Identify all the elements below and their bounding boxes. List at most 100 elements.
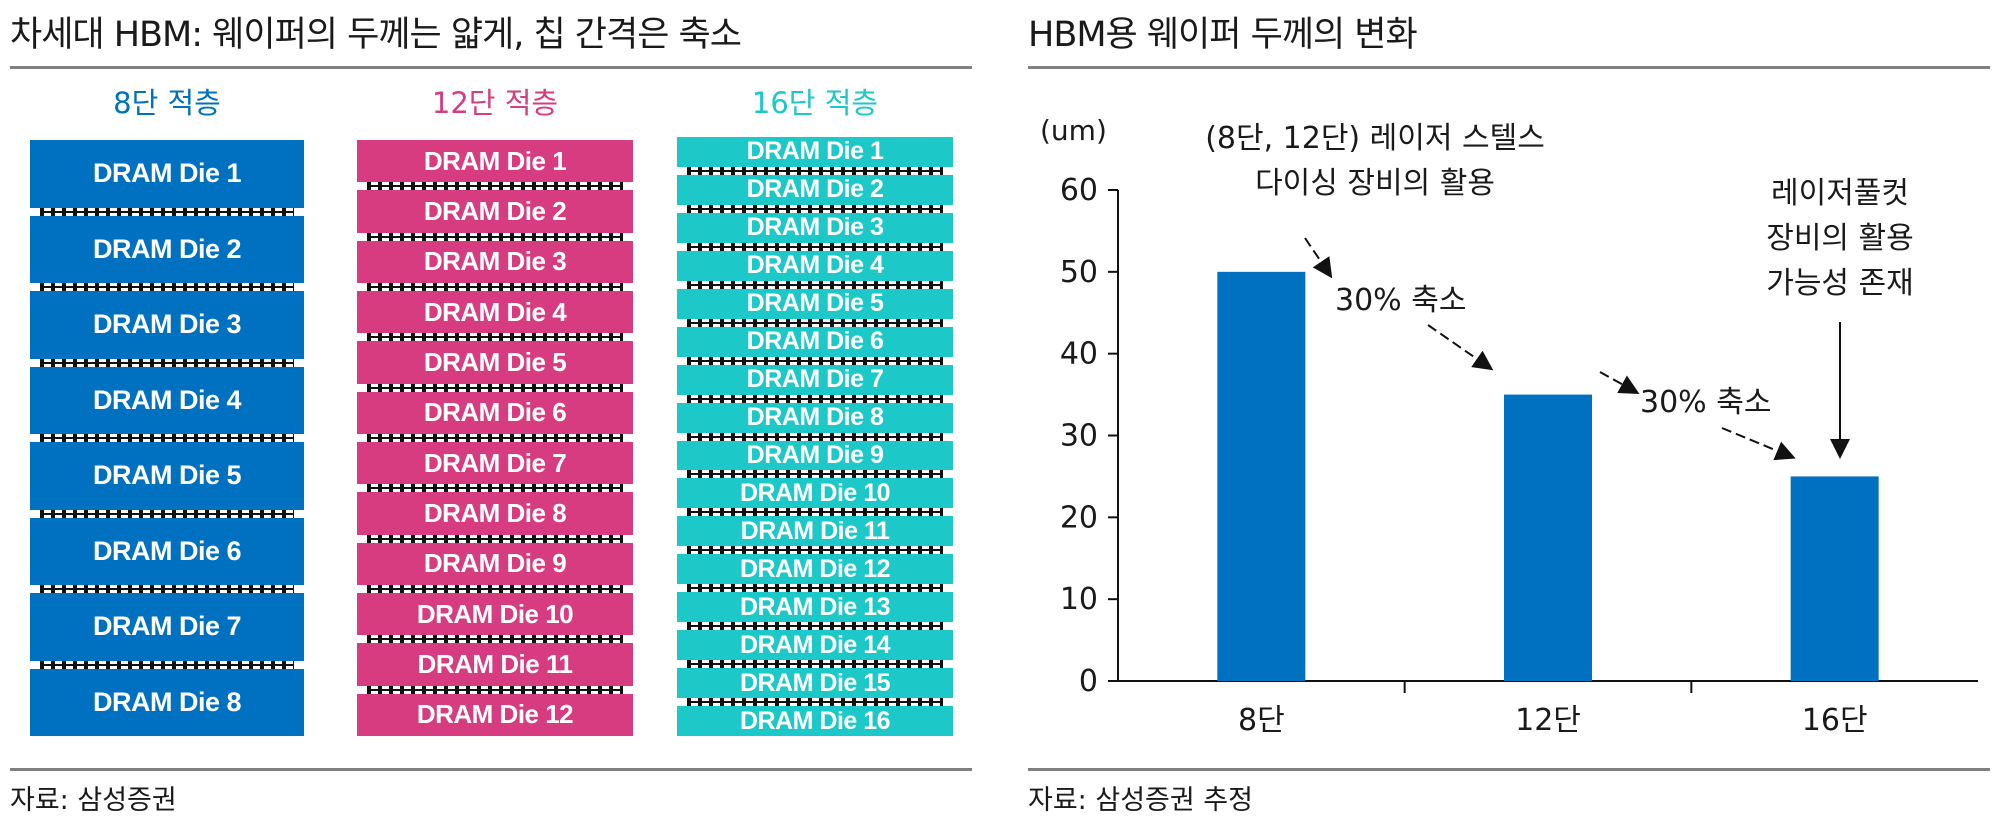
dram-die: DRAM Die 6 [357, 391, 633, 434]
microbump-interconnect [367, 434, 623, 442]
annotation-laser-stealth: (8단, 12단) 레이저 스텔스 [1205, 121, 1545, 156]
dram-die: DRAM Die 9 [357, 542, 633, 585]
microbump-interconnect [687, 242, 943, 251]
dram-die: DRAM Die 7 [677, 364, 953, 395]
dram-die: DRAM Die 1 [30, 140, 304, 208]
y-tick-label: 20 [1060, 500, 1098, 535]
arrow-connector [1599, 371, 1640, 394]
microbump-interconnect [40, 660, 294, 669]
y-tick-label: 50 [1060, 255, 1098, 290]
stack-label: 12단 적층 [431, 86, 559, 120]
annotation-laser-fullcut: 레이저풀컷 [1771, 176, 1909, 211]
dram-die: DRAM Die 12 [357, 693, 633, 736]
microbump-interconnect [687, 280, 943, 289]
microbump-interconnect [687, 546, 943, 555]
left-source-note: 자료: 삼성증권 [10, 785, 177, 816]
right-source-rule [1028, 768, 1990, 771]
microbump-interconnect [367, 182, 623, 191]
microbump-interconnect [367, 283, 623, 291]
microbump-interconnect [40, 358, 294, 367]
dram-die: DRAM Die 5 [30, 442, 304, 510]
microbump-interconnect [687, 622, 943, 631]
dram-die: DRAM Die 6 [30, 517, 304, 585]
x-tick-label: 12단 [1515, 703, 1581, 738]
microbump-interconnect [367, 333, 623, 342]
x-tick-label: 16단 [1802, 703, 1868, 738]
dram-die: DRAM Die 16 [677, 706, 953, 736]
y-tick-label: 0 [1079, 664, 1098, 699]
y-axis-unit-label: (um) [1040, 114, 1107, 147]
microbump-interconnect [40, 509, 294, 518]
reduction-arrow [1427, 324, 1494, 371]
microbump-interconnect [367, 685, 623, 694]
annotation-laser-fullcut: 가능성 존재 [1766, 266, 1914, 301]
dram-die: DRAM Die 10 [357, 593, 633, 636]
microbump-interconnect [40, 207, 294, 216]
microbump-interconnect [367, 534, 623, 543]
microbump-interconnect [687, 470, 943, 479]
dram-die: DRAM Die 1 [677, 137, 953, 167]
microbump-interconnect [687, 698, 943, 707]
microbump-interconnect [687, 584, 943, 593]
dram-die: DRAM Die 5 [677, 288, 953, 319]
dram-die: DRAM Die 11 [357, 643, 633, 686]
annotation-reduction: 30% 축소 [1640, 385, 1771, 420]
microbump-interconnect [687, 166, 943, 175]
dram-die: DRAM Die 4 [30, 366, 304, 434]
dram-die: DRAM Die 3 [677, 212, 953, 243]
microbump-interconnect [687, 508, 943, 517]
dram-die: DRAM Die 7 [357, 442, 633, 485]
stack-label: 8단 적층 [113, 86, 221, 120]
annotation-reduction: 30% 축소 [1335, 283, 1466, 318]
right-panel-title: HBM용 웨이퍼 두께의 변화 [1028, 15, 1418, 55]
y-tick-label: 40 [1060, 337, 1098, 372]
arrow-connector [1304, 237, 1333, 279]
dram-die: DRAM Die 4 [677, 250, 953, 281]
microbump-interconnect [687, 204, 943, 213]
y-tick-label: 10 [1060, 582, 1098, 617]
dram-die: DRAM Die 12 [677, 554, 953, 585]
microbump-interconnect [367, 585, 623, 593]
dram-die: DRAM Die 9 [677, 440, 953, 471]
y-tick-label: 30 [1060, 419, 1098, 454]
annotation-laser-stealth: 다이싱 장비의 활용 [1255, 166, 1495, 201]
microbump-interconnect [367, 635, 623, 644]
microbump-interconnect [367, 484, 623, 493]
microbump-interconnect [687, 660, 943, 669]
dram-die: DRAM Die 8 [357, 492, 633, 535]
dram-die: DRAM Die 13 [677, 592, 953, 623]
microbump-interconnect [367, 383, 623, 392]
dram-die: DRAM Die 2 [30, 215, 304, 283]
microbump-interconnect [40, 585, 294, 593]
bar-8단 [1217, 271, 1306, 681]
dram-die: DRAM Die 6 [677, 326, 953, 357]
dram-die: DRAM Die 8 [677, 402, 953, 433]
annotation-laser-fullcut: 장비의 활용 [1766, 221, 1914, 256]
reduction-arrow [1721, 427, 1796, 461]
dram-die: DRAM Die 8 [30, 668, 304, 736]
left-source-rule [10, 768, 972, 771]
dram-die: DRAM Die 2 [357, 190, 633, 233]
dram-die: DRAM Die 1 [357, 140, 633, 183]
dram-die: DRAM Die 14 [677, 630, 953, 661]
x-tick-label: 8단 [1238, 703, 1285, 738]
dram-die: DRAM Die 10 [677, 478, 953, 509]
dram-die: DRAM Die 2 [677, 174, 953, 205]
microbump-interconnect [687, 318, 943, 327]
dram-die: DRAM Die 5 [357, 341, 633, 384]
y-tick-label: 60 [1060, 173, 1098, 208]
bar-16단 [1790, 476, 1879, 681]
dram-die: DRAM Die 11 [677, 516, 953, 547]
stack-label: 16단 적층 [751, 86, 879, 120]
right-source-note: 자료: 삼성증권 추정 [1028, 785, 1253, 816]
dram-die: DRAM Die 3 [357, 240, 633, 283]
dram-die: DRAM Die 15 [677, 668, 953, 699]
dram-die: DRAM Die 3 [30, 291, 304, 359]
microbump-interconnect [687, 356, 943, 365]
left-title-rule [10, 66, 972, 69]
microbump-interconnect [40, 434, 294, 442]
right-title-rule [1028, 66, 1990, 69]
microbump-interconnect [367, 232, 623, 241]
left-panel-title: 차세대 HBM: 웨이퍼의 두께는 얇게, 칩 간격은 축소 [10, 15, 742, 55]
dram-die: DRAM Die 4 [357, 291, 633, 334]
